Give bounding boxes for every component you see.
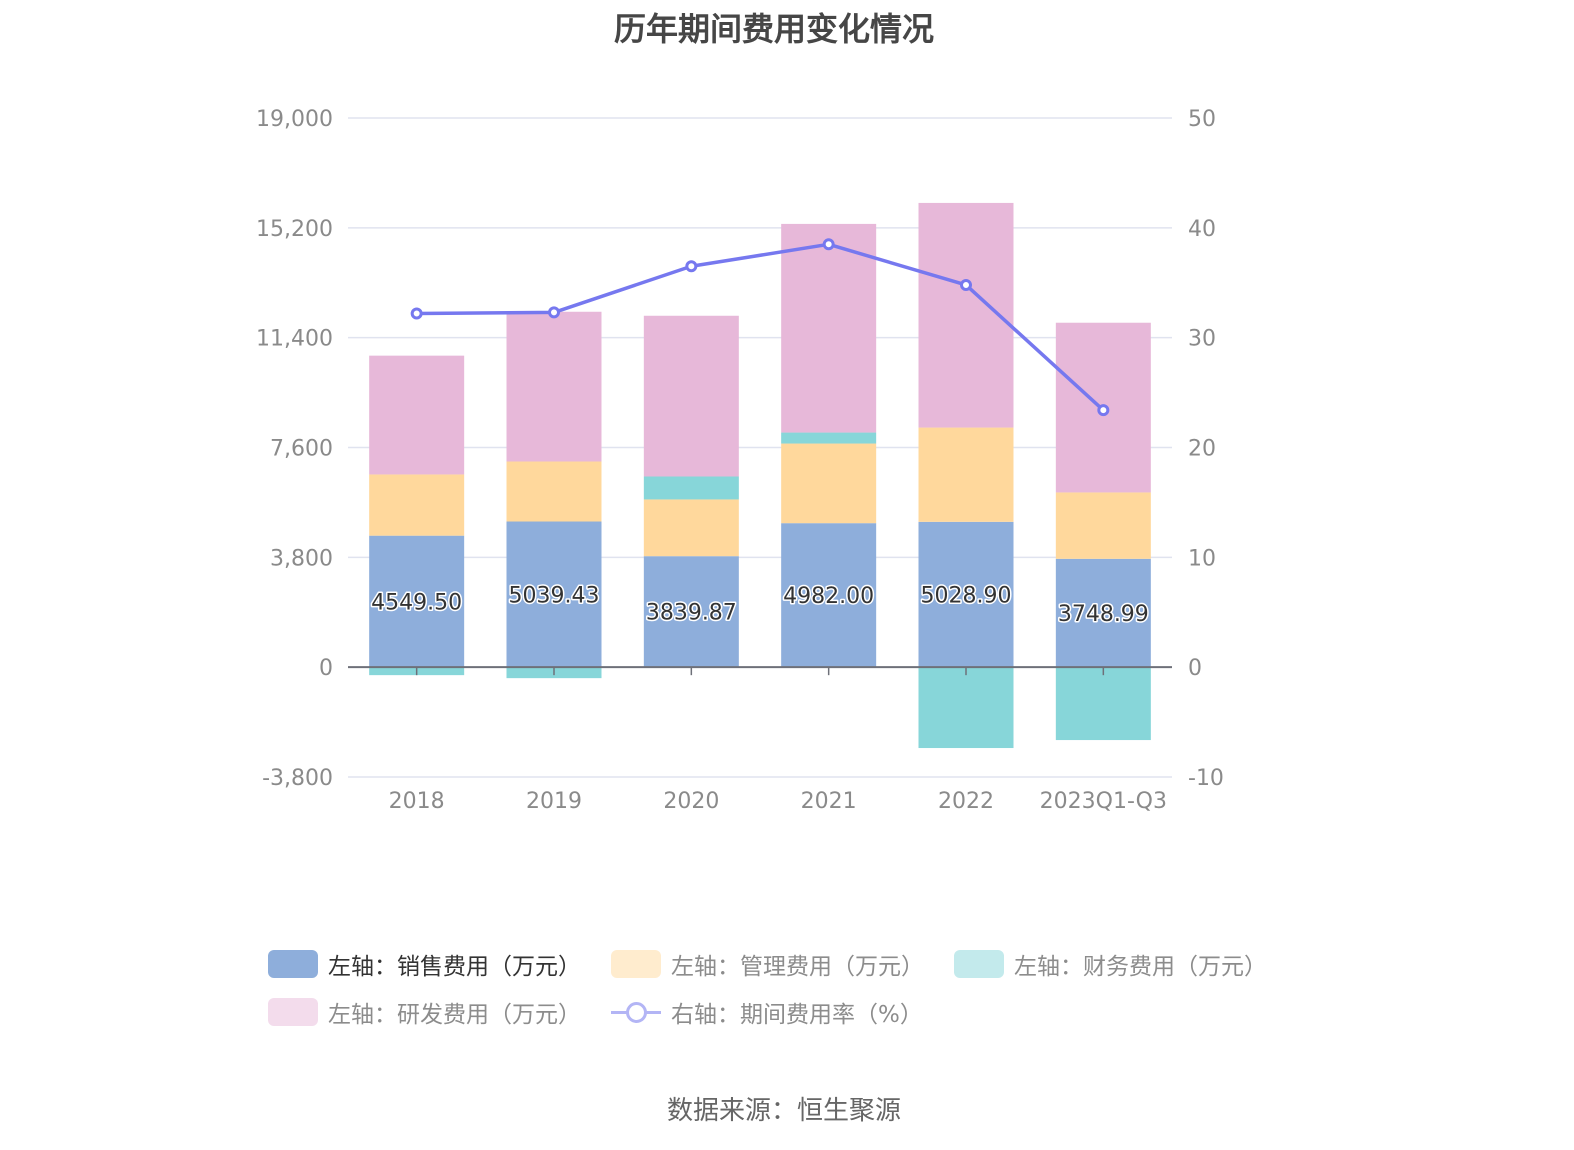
chart-plot: -3,800 0 3,800 7,600 11,400 15,200 19,000 -10 0 1… (256, 107, 1224, 814)
left-axis-tick-label: 0 (319, 656, 333, 681)
right-axis-tick-label: 10 (1188, 546, 1216, 571)
left-axis-tick-label: 11,400 (256, 327, 333, 352)
bar-segment-1 (369, 474, 465, 536)
bar-segment-2 (643, 476, 739, 500)
legend-swatch-admin (611, 950, 661, 978)
data-label: 4982.00 (783, 584, 874, 609)
data-source: 数据来源：恒生聚源 (666, 1096, 901, 1126)
x-axis-tick-label: 2023Q1-Q3 (1040, 789, 1167, 814)
bar-segment-0 (918, 521, 1014, 668)
data-label: 5039.43 (509, 583, 600, 608)
left-axis-tick-label: 19,000 (256, 107, 333, 132)
bar-segment-1 (506, 461, 602, 522)
rate-point (960, 278, 972, 291)
right-axis-tick-label: 40 (1188, 217, 1216, 242)
legend-line-circle-icon (611, 998, 661, 1026)
legend-item-sales[interactable]: 左轴：销售费用（万元） (268, 947, 581, 981)
legend-item-rd[interactable]: 左轴：研发费用（万元） (268, 995, 581, 1029)
bar-segment-2 (1055, 667, 1151, 741)
data-label: 3748.99 (1058, 602, 1149, 627)
legend-row-2: 左轴：研发费用（万元） 右轴：期间费用率（%） (268, 988, 1328, 1036)
legend-label-sales: 左轴：销售费用（万元） (328, 954, 581, 980)
data-label: 4549.50 (371, 590, 462, 615)
bar-segment-0 (781, 523, 877, 668)
bar-segment-1 (643, 499, 739, 557)
legend-swatch-finance (954, 950, 1004, 978)
legend-item-admin[interactable]: 左轴：管理费用（万元） (611, 947, 924, 981)
legend-row-1: 左轴：销售费用（万元） 左轴：管理费用（万元） 左轴：财务费用（万元） (268, 940, 1328, 988)
right-axis-tick-label: 50 (1188, 107, 1216, 132)
legend-swatch-sales (268, 950, 318, 978)
legend-label-finance: 左轴：财务费用（万元） (1014, 954, 1267, 980)
x-axis-tick-label: 2022 (938, 789, 994, 814)
bar-segment-2 (781, 432, 877, 444)
bar-segment-3 (781, 223, 877, 433)
bar-segment-1 (918, 427, 1014, 522)
left-axis-tick-label: 15,200 (256, 217, 333, 242)
bar-segment-0 (1055, 558, 1151, 668)
legend-label-rd: 左轴：研发费用（万元） (328, 1002, 581, 1028)
bar-segment-1 (1055, 492, 1151, 559)
legend: 左轴：销售费用（万元） 左轴：管理费用（万元） 左轴：财务费用（万元） 左轴：研… (268, 940, 1328, 1036)
left-axis-tick-label: -3,800 (262, 766, 333, 791)
rate-point (410, 307, 423, 320)
right-axis-tick-label: -10 (1188, 766, 1224, 791)
x-axis-tick-label: 2018 (389, 789, 445, 814)
right-axis-tick-label: 20 (1188, 437, 1216, 462)
legend-item-finance[interactable]: 左轴：财务费用（万元） (954, 947, 1267, 981)
legend-item-rate[interactable]: 右轴：期间费用率（%） (611, 995, 923, 1029)
bar-segment-1 (781, 443, 877, 524)
x-axis-tick-label: 2019 (526, 789, 582, 814)
legend-swatch-rd (268, 998, 318, 1026)
bar-segment-0 (369, 535, 465, 668)
left-axis-tick-label: 3,800 (270, 546, 333, 571)
bar-segment-3 (643, 315, 739, 477)
bar-segment-0 (506, 521, 602, 668)
bar-segment-3 (506, 311, 602, 462)
data-label: 5028.90 (921, 583, 1012, 608)
bar-segment-3 (369, 355, 465, 475)
bar-segment-0 (643, 556, 739, 668)
x-axis-tick-label: 2020 (663, 789, 719, 814)
right-axis-tick-label: 0 (1188, 656, 1202, 681)
right-axis-tick-label: 30 (1188, 327, 1216, 352)
rate-point (822, 238, 835, 251)
legend-label-rate: 右轴：期间费用率（%） (671, 1002, 923, 1028)
rate-line (416, 242, 1105, 412)
chart-title: 历年期间费用变化情况 (613, 10, 934, 48)
rate-point (685, 260, 698, 273)
data-label: 3839.87 (646, 601, 737, 626)
left-axis-tick-label: 7,600 (270, 437, 333, 462)
rate-point (548, 306, 560, 319)
rate-point (1097, 404, 1110, 417)
bar-segment-2 (918, 667, 1014, 749)
x-axis-tick-label: 2021 (801, 789, 857, 814)
legend-label-admin: 左轴：管理费用（万元） (671, 954, 924, 980)
